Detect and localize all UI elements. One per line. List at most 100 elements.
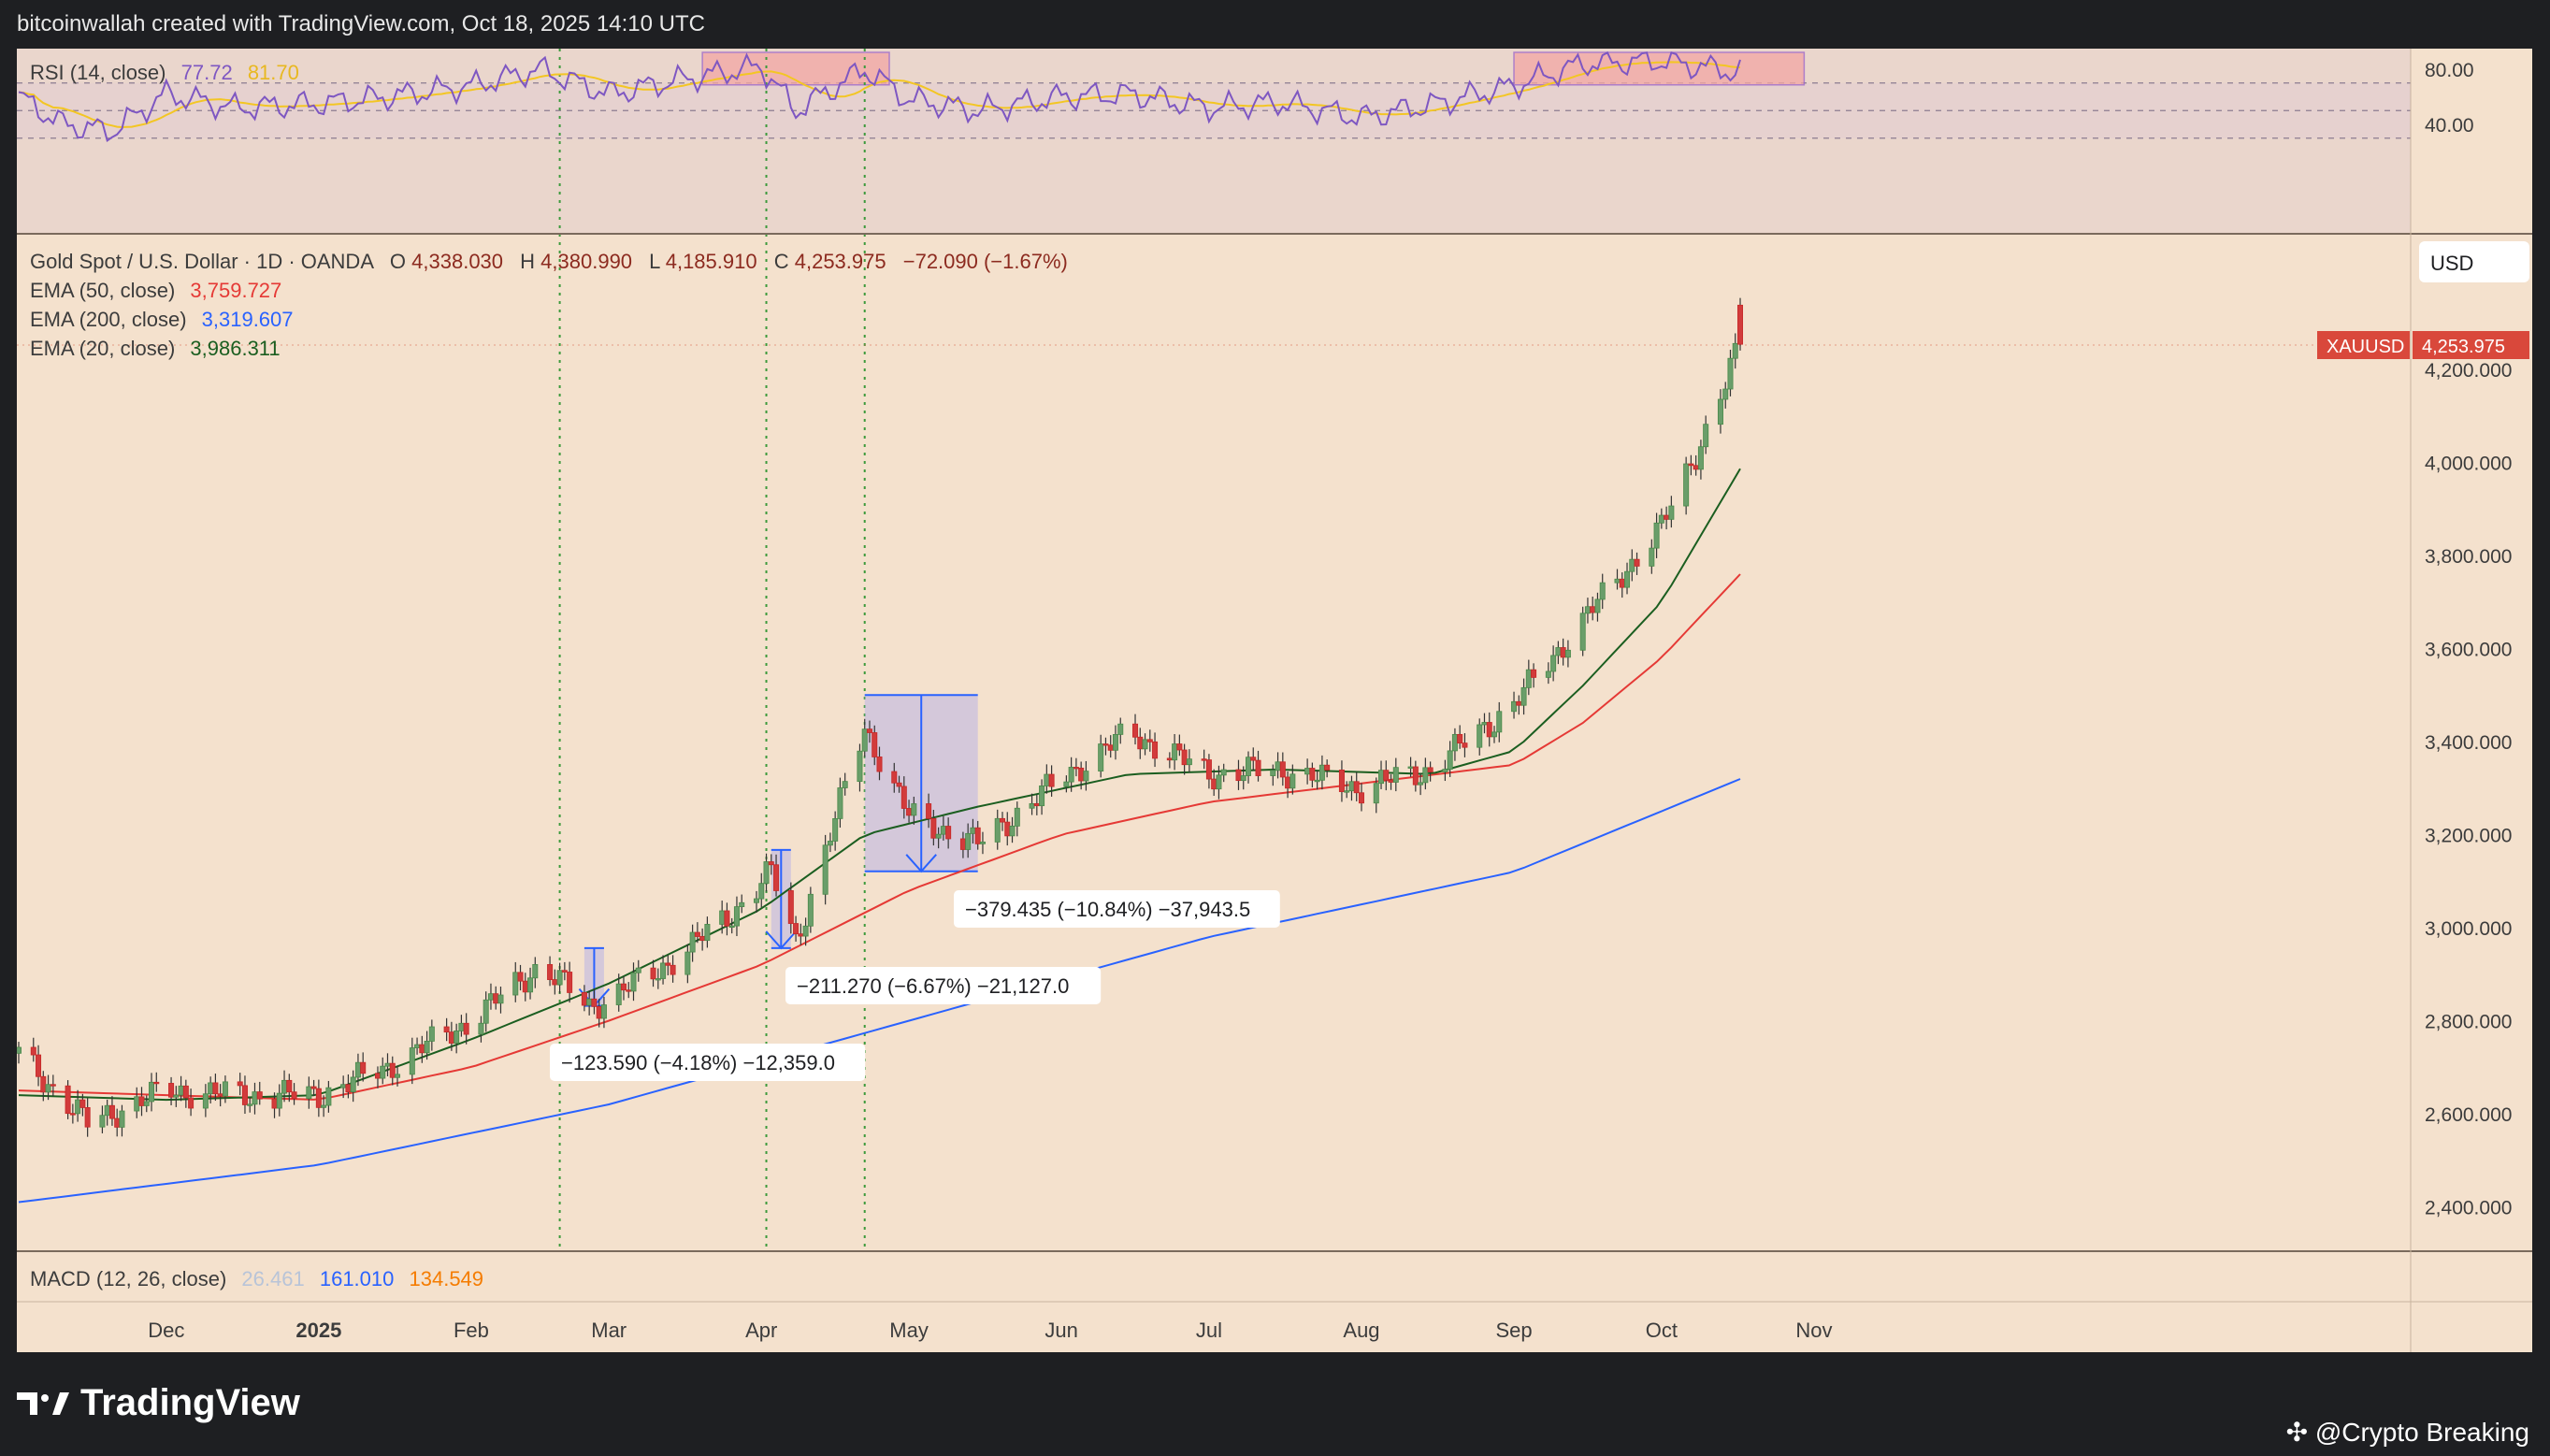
candle xyxy=(143,1095,150,1113)
time-tick: Jul xyxy=(1196,1319,1222,1342)
candle xyxy=(1496,701,1503,742)
candle xyxy=(1373,777,1379,814)
candle xyxy=(50,1074,56,1097)
candle-body xyxy=(1039,786,1045,807)
candle xyxy=(1353,771,1360,801)
candle xyxy=(827,832,833,853)
candle-body xyxy=(1285,776,1291,789)
candle-body xyxy=(380,1065,386,1079)
candle-body xyxy=(395,1074,401,1078)
candle-body xyxy=(1201,758,1207,761)
candle-body xyxy=(1550,655,1557,672)
candle-body xyxy=(414,1044,421,1048)
candle xyxy=(926,793,932,829)
candle xyxy=(1550,645,1557,682)
candle xyxy=(1545,662,1551,685)
candle xyxy=(896,775,902,793)
candle-body xyxy=(660,962,667,979)
candle-body xyxy=(153,1081,160,1085)
candle-body xyxy=(1378,770,1385,785)
candle-body xyxy=(306,1086,312,1100)
candle-body xyxy=(271,1098,278,1109)
price-tick: 3,800.000 xyxy=(2425,546,2512,568)
candle-body xyxy=(384,1062,391,1067)
tradingview-logo-icon xyxy=(17,1391,69,1415)
svg-text:RSI (14, close) 77.72: RSI (14, close) 77.72 81.70 xyxy=(30,61,299,84)
candle-body xyxy=(635,967,641,973)
candle xyxy=(684,944,691,984)
candle xyxy=(620,975,627,1001)
candle-body xyxy=(704,924,711,942)
candle-body xyxy=(650,967,656,980)
currency-button-label: USD xyxy=(2430,252,2473,275)
candle xyxy=(866,720,872,743)
candle xyxy=(178,1075,184,1102)
macd-value-1: 26.461 xyxy=(241,1267,304,1290)
candle-body xyxy=(940,826,946,835)
candle xyxy=(454,1023,460,1054)
currency-button[interactable]: USD xyxy=(2419,241,2529,282)
candle-body xyxy=(389,1062,396,1078)
tradingview-logo[interactable]: TradingView xyxy=(17,1382,300,1424)
candle-body xyxy=(458,1022,465,1031)
candle xyxy=(1216,765,1222,800)
candle-body xyxy=(837,787,843,819)
candle xyxy=(1599,573,1606,610)
candle-body xyxy=(247,1103,253,1106)
candle xyxy=(1378,760,1385,789)
candle-body xyxy=(1318,764,1325,781)
candle-body xyxy=(1462,742,1468,748)
candle-body xyxy=(1029,802,1035,809)
candle-body xyxy=(360,1061,367,1074)
candle xyxy=(660,955,667,985)
measurement-box xyxy=(550,1044,866,1081)
candle xyxy=(1318,755,1325,790)
candle xyxy=(600,996,607,1029)
candle-body xyxy=(1634,558,1640,567)
candle xyxy=(1722,382,1729,409)
rsi-tick: 80.00 xyxy=(2425,60,2474,81)
candle-body xyxy=(1142,739,1148,750)
candle-body xyxy=(930,817,937,839)
candle-body xyxy=(1211,778,1217,790)
candle-body xyxy=(1555,647,1562,656)
candle-body xyxy=(861,728,868,752)
ohlc-low: 4,185.910 xyxy=(666,250,757,273)
candle-body xyxy=(173,1094,180,1098)
candle-body xyxy=(321,1104,327,1108)
candle-body xyxy=(1564,649,1571,658)
candle-body xyxy=(1309,768,1316,781)
candle xyxy=(202,1084,209,1117)
svg-text:Gold Spot / U.S. Dollar · 1D ·: Gold Spot / U.S. Dollar · 1D · OANDA O 4… xyxy=(30,250,1068,273)
candle-body xyxy=(36,1054,42,1077)
candle-body xyxy=(217,1093,223,1097)
candle xyxy=(114,1108,121,1137)
candle xyxy=(798,923,804,945)
rsi-ma-line xyxy=(18,61,1741,129)
candle xyxy=(512,961,519,1002)
candle xyxy=(1102,737,1109,756)
candle xyxy=(384,1053,391,1076)
candle-body xyxy=(1304,768,1311,775)
candle xyxy=(1314,771,1320,790)
candle xyxy=(832,811,839,851)
candle xyxy=(1629,549,1635,582)
candle-body xyxy=(979,842,986,844)
chart-svg: −123.590 (−4.18%) −12,359.0 −211.270 (−6.… xyxy=(15,49,2532,1352)
candle-body xyxy=(1152,741,1159,759)
ohlc-o-label: O xyxy=(390,250,406,273)
candle xyxy=(497,987,504,1014)
candle xyxy=(69,1103,76,1124)
candle xyxy=(728,917,735,934)
candle xyxy=(208,1076,214,1103)
candle-body xyxy=(787,890,794,924)
candle xyxy=(237,1073,243,1096)
candle-body xyxy=(281,1079,288,1094)
candle xyxy=(891,762,898,793)
candle xyxy=(153,1072,160,1092)
crypto-breaking-credit: ✣ @Crypto Breaking xyxy=(2286,1417,2529,1448)
macd-value-2: 161.010 xyxy=(320,1267,395,1290)
candle-body xyxy=(497,994,504,1004)
candle-body xyxy=(1172,743,1178,761)
candle-body xyxy=(1205,759,1212,780)
